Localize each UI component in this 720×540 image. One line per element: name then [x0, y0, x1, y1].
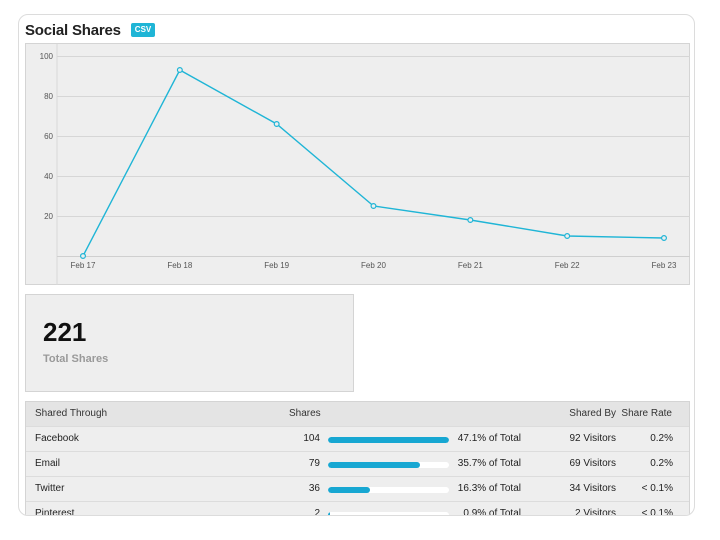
row-shared-by: 69 Visitors [569, 458, 616, 469]
row-share-count: 2 [314, 508, 320, 516]
table-row: Twitter 36 16.3% of Total 34 Visitors < … [26, 477, 689, 502]
y-tick-label: 40 [44, 172, 53, 181]
table-row: Facebook 104 47.1% of Total 92 Visitors … [26, 427, 689, 452]
shares-chart-panel: 20 40 60 80 100 Feb 17 Feb 18 Feb 19 Feb 20 Feb 2… [25, 43, 690, 285]
table-row: Pinterest 2 0.9% of Total 2 Visitors < 0… [26, 502, 689, 516]
data-point [79, 253, 86, 260]
data-point [370, 203, 377, 210]
x-tick-label: Feb 22 [555, 261, 580, 270]
row-shared-by: 92 Visitors [569, 433, 616, 444]
row-share-rate: < 0.1% [641, 483, 673, 494]
header-shares[interactable]: Shares [289, 408, 321, 419]
data-point [273, 120, 280, 127]
data-point [564, 233, 571, 240]
x-tick-label: Feb 17 [71, 261, 96, 270]
csv-export-button[interactable]: CSV [130, 23, 156, 37]
data-point [176, 67, 183, 74]
row-share-rate: < 0.1% [641, 508, 673, 516]
y-tick-label: 100 [40, 52, 54, 61]
x-tick-label: Feb 18 [167, 261, 192, 270]
row-channel-name: Twitter [35, 483, 65, 494]
row-shared-by: 34 Visitors [569, 483, 616, 494]
series-line [82, 69, 665, 257]
social-shares-card: Social Shares CSV 20 40 60 80 100 Feb 17 Feb 1… [18, 14, 695, 516]
row-share-bar-fill [328, 462, 420, 468]
card-title: Social Shares [25, 21, 121, 39]
row-share-rate: 0.2% [650, 458, 673, 469]
x-tick-label: Feb 20 [361, 261, 386, 270]
row-share-percent: 47.1% of Total [457, 433, 521, 444]
x-tick-label: Feb 19 [264, 261, 289, 270]
data-point [467, 217, 474, 224]
row-share-count: 79 [308, 458, 320, 469]
y-tick-label: 60 [44, 132, 53, 141]
row-share-percent: 35.7% of Total [457, 458, 521, 469]
total-shares-panel: 221 Total Shares [25, 294, 354, 392]
shares-line-chart: 20 40 60 80 100 Feb 17 Feb 18 Feb 19 Feb 20 Feb 2… [40, 44, 690, 285]
row-channel-name: Email [35, 458, 61, 469]
row-channel-name: Facebook [35, 433, 79, 444]
row-share-bar-fill [328, 512, 331, 515]
row-shared-by: 2 Visitors [575, 508, 616, 516]
table-header-row: Shared Through Shares Shared By Share Ra… [26, 402, 689, 427]
row-share-rate: 0.2% [650, 433, 673, 444]
row-share-count: 36 [308, 483, 320, 494]
row-share-bar [328, 462, 449, 468]
row-channel-name: Pinterest [35, 508, 75, 516]
y-tick-label: 20 [44, 212, 53, 221]
row-share-percent: 16.3% of Total [457, 483, 521, 494]
data-point [660, 235, 667, 242]
table-row: Email 79 35.7% of Total 69 Visitors 0.2% [26, 452, 689, 477]
row-share-bar [328, 487, 449, 493]
shares-table: Shared Through Shares Shared By Share Ra… [25, 401, 690, 516]
row-share-bar-fill [328, 437, 449, 443]
y-tick-label: 80 [44, 92, 53, 101]
row-share-bar [328, 437, 449, 443]
header-shared-through[interactable]: Shared Through [35, 408, 108, 419]
row-share-percent: 0.9% of Total [463, 508, 521, 516]
x-tick-label: Feb 21 [458, 261, 483, 270]
row-share-count: 104 [303, 433, 320, 444]
card-header: Social Shares CSV [25, 19, 156, 41]
row-share-bar [328, 512, 449, 515]
total-shares-value: 221 [43, 317, 87, 347]
x-tick-label: Feb 23 [652, 261, 677, 270]
header-share-rate[interactable]: Share Rate [621, 408, 672, 419]
row-share-bar-fill [328, 487, 371, 493]
header-shared-by[interactable]: Shared By [569, 408, 616, 419]
total-shares-label: Total Shares [43, 353, 109, 365]
